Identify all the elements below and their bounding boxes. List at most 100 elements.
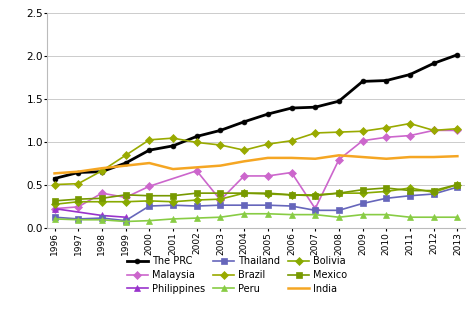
Peru xyxy=(289,213,294,216)
Mexico xyxy=(99,197,105,200)
Mexico xyxy=(312,194,318,198)
Peru xyxy=(241,212,247,216)
Peru xyxy=(170,217,176,221)
Malaysia xyxy=(431,129,437,132)
Peru xyxy=(455,215,460,219)
Brazil xyxy=(218,143,223,147)
Peru xyxy=(336,215,342,219)
Bolivia xyxy=(194,198,200,202)
Thailand xyxy=(455,185,460,189)
The PRC xyxy=(431,61,437,65)
Line: The PRC: The PRC xyxy=(52,52,460,181)
India xyxy=(146,161,152,165)
Peru xyxy=(194,216,200,220)
Bolivia xyxy=(218,197,223,201)
Thailand xyxy=(52,215,57,219)
Brazil xyxy=(455,127,460,131)
India xyxy=(383,157,389,161)
Malaysia xyxy=(312,207,318,210)
Philippines xyxy=(99,214,105,217)
India xyxy=(360,155,365,159)
Thailand xyxy=(383,197,389,200)
The PRC xyxy=(241,120,247,124)
Mexico xyxy=(265,191,271,195)
Malaysia xyxy=(218,198,223,202)
Bolivia xyxy=(289,193,294,197)
Mexico xyxy=(146,194,152,198)
Peru xyxy=(431,215,437,219)
Peru xyxy=(407,215,413,219)
Peru xyxy=(383,213,389,216)
India xyxy=(170,167,176,171)
Peru xyxy=(123,220,128,223)
Thailand xyxy=(146,204,152,208)
Bolivia xyxy=(99,200,105,204)
The PRC xyxy=(170,144,176,148)
The PRC xyxy=(336,99,342,103)
India xyxy=(194,166,200,169)
India xyxy=(52,172,57,175)
Brazil xyxy=(241,148,247,152)
Thailand xyxy=(123,219,128,222)
Bolivia xyxy=(383,190,389,193)
India xyxy=(241,160,247,163)
Peru xyxy=(52,217,57,221)
Malaysia xyxy=(455,129,460,132)
Bolivia xyxy=(360,191,365,195)
Mexico xyxy=(336,191,342,195)
Bolivia xyxy=(241,191,247,195)
India xyxy=(265,156,271,160)
India xyxy=(455,154,460,158)
India xyxy=(289,156,294,160)
Thailand xyxy=(170,203,176,207)
Brazil xyxy=(99,169,105,173)
The PRC xyxy=(218,129,223,132)
Peru xyxy=(312,213,318,216)
Mexico xyxy=(123,193,128,197)
Brazil xyxy=(146,138,152,142)
India xyxy=(407,155,413,159)
Malaysia xyxy=(194,169,200,173)
The PRC xyxy=(123,161,128,165)
Brazil xyxy=(360,129,365,133)
Peru xyxy=(218,215,223,219)
Thailand xyxy=(431,192,437,196)
India xyxy=(123,164,128,167)
Brazil xyxy=(75,182,81,185)
Thailand xyxy=(336,209,342,212)
The PRC xyxy=(146,148,152,152)
Bolivia xyxy=(265,192,271,196)
Thailand xyxy=(241,203,247,207)
Line: Peru: Peru xyxy=(51,211,461,225)
Peru xyxy=(265,212,271,216)
Mexico xyxy=(218,191,223,195)
India xyxy=(312,157,318,161)
Mexico xyxy=(431,189,437,192)
Line: Brazil: Brazil xyxy=(52,121,460,187)
Mexico xyxy=(383,186,389,190)
Malaysia xyxy=(265,174,271,178)
Thailand xyxy=(218,203,223,207)
Bolivia xyxy=(407,186,413,190)
India xyxy=(75,170,81,173)
Bolivia xyxy=(123,200,128,204)
Malaysia xyxy=(360,139,365,143)
Thailand xyxy=(407,194,413,198)
Malaysia xyxy=(383,135,389,139)
Legend: The PRC, Malaysia, Philippines, Thailand, Brazil, Peru, Bolivia, Mexico, India: The PRC, Malaysia, Philippines, Thailand… xyxy=(125,254,349,296)
Line: Philippines: Philippines xyxy=(51,205,129,220)
Bolivia xyxy=(146,199,152,203)
Thailand xyxy=(265,203,271,207)
Thailand xyxy=(360,202,365,205)
Malaysia xyxy=(241,174,247,178)
Brazil xyxy=(289,139,294,143)
India xyxy=(431,155,437,159)
The PRC xyxy=(194,135,200,138)
Line: Mexico: Mexico xyxy=(52,182,460,204)
Malaysia xyxy=(336,158,342,161)
Philippines xyxy=(123,215,128,219)
Peru xyxy=(146,219,152,222)
Line: Thailand: Thailand xyxy=(52,184,460,223)
The PRC xyxy=(99,170,105,173)
Thailand xyxy=(194,204,200,208)
